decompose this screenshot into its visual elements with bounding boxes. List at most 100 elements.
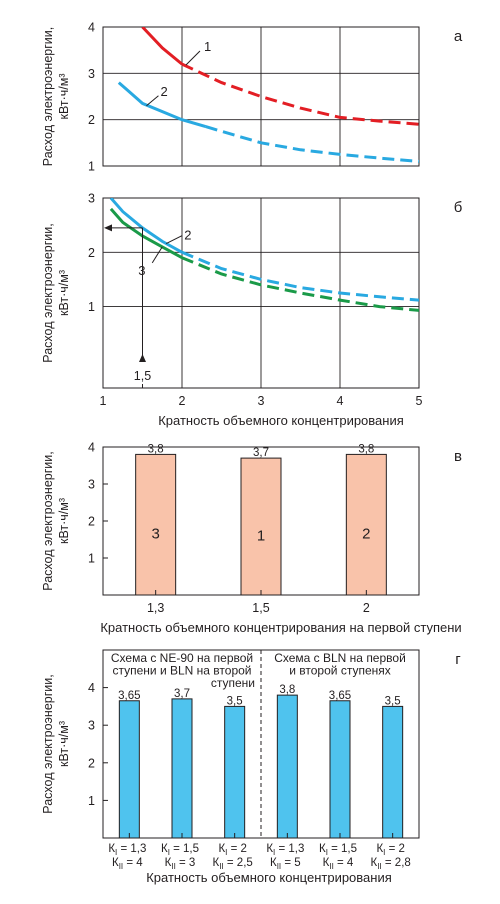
k-symbol: К bbox=[323, 857, 330, 869]
k-subscript: II bbox=[329, 862, 333, 871]
group-title-line: и второй ступенях bbox=[289, 664, 391, 678]
y-tick-label: 3 bbox=[88, 478, 95, 492]
panel-a: а Расход электроэнергии, кВт·ч/м³ 1 2 3 4 1 2 bbox=[41, 21, 463, 174]
k-subscript: I bbox=[273, 848, 275, 857]
group-title-line: Схема с BLN на первой bbox=[274, 651, 406, 665]
k-subscript: I bbox=[326, 848, 328, 857]
y-tick-label: 3 bbox=[88, 192, 95, 206]
x-tick-label: 2 bbox=[179, 394, 186, 408]
bar bbox=[118, 700, 140, 839]
series-leader-2 bbox=[146, 95, 159, 107]
k-subscript: I bbox=[225, 848, 227, 857]
x-tick-label-k2: КII = 5 bbox=[270, 857, 301, 871]
series-leader-3 bbox=[151, 246, 163, 264]
y-axis-unit: кВт·ч/м³ bbox=[57, 498, 71, 544]
group-title-line: ступени и BLN на второй bbox=[112, 664, 251, 678]
k-symbol: К bbox=[319, 843, 326, 855]
k-subscript: I bbox=[168, 848, 170, 857]
bar-value-label: 3,8 bbox=[148, 443, 164, 455]
x-tick-label: 3 bbox=[258, 394, 265, 408]
k-subscript: I bbox=[383, 848, 385, 857]
k-subscript: I bbox=[115, 848, 117, 857]
k-symbol: К bbox=[165, 857, 172, 869]
k-value: = 2,5 bbox=[224, 857, 253, 869]
bar-value-label: 3,8 bbox=[358, 443, 374, 455]
k-value: = 1,5 bbox=[328, 843, 357, 855]
k-value: = 5 bbox=[281, 857, 301, 869]
k-symbol: К bbox=[218, 843, 225, 855]
x-axis-label: Кратность объемного концентрирования bbox=[158, 413, 404, 428]
bar-value-label: 3,5 bbox=[385, 695, 401, 707]
panel-letter: г bbox=[455, 651, 461, 668]
bar bbox=[171, 698, 193, 839]
series-dash-3 bbox=[181, 256, 419, 312]
x-tick-label-extra: 1,5 bbox=[134, 369, 151, 383]
x-tick-label-k1: КI = 1,3 bbox=[266, 843, 304, 857]
panel-g: г Расход электроэнергии, кВт·ч/м³ 1 2 3 4 Схема… bbox=[41, 649, 461, 885]
k-subscript: II bbox=[219, 862, 223, 871]
bar bbox=[240, 457, 282, 596]
y-axis-label: Расход электроэнергии, bbox=[41, 451, 55, 590]
k-value: = 2 bbox=[227, 843, 247, 855]
y-tick-label: 4 bbox=[88, 441, 95, 455]
bar bbox=[345, 453, 387, 596]
series-label-3: 3 bbox=[138, 263, 145, 278]
k-value: = 4 bbox=[123, 857, 143, 869]
panel-letter: а bbox=[454, 28, 463, 45]
k-value: = 1,3 bbox=[275, 843, 304, 855]
x-tick-label-k1: КI = 1,5 bbox=[161, 843, 199, 857]
x-tick-label: 1 bbox=[100, 394, 107, 408]
x-tick-label-k1: КI = 1,5 bbox=[319, 843, 357, 857]
annotation-arrow-up bbox=[139, 354, 146, 362]
bar-value-label: 3,5 bbox=[227, 695, 243, 707]
x-tick-label: 5 bbox=[416, 394, 423, 408]
series-leader-1 bbox=[185, 50, 201, 66]
group-title-line: Схема с NE-90 на первой bbox=[111, 651, 253, 665]
series-label-2: 2 bbox=[184, 228, 191, 243]
y-tick-label: 2 bbox=[88, 113, 95, 127]
y-axis-label: Расход электроэнергии, bbox=[41, 223, 55, 362]
k-value: = 2 bbox=[385, 843, 405, 855]
series-line-2 bbox=[117, 81, 207, 129]
series-dash-2 bbox=[205, 125, 419, 163]
k-subscript: II bbox=[119, 862, 123, 871]
y-tick-label: 3 bbox=[88, 719, 95, 733]
panel-v: в Расход электроэнергии, кВт·ч/м³ 1 2 3 4 3,8 3 1… bbox=[41, 441, 462, 636]
series-leader-2 bbox=[165, 235, 183, 245]
x-tick-label: 4 bbox=[337, 394, 344, 408]
y-tick-label: 4 bbox=[88, 21, 95, 35]
x-tick-label-k2: КII = 2,8 bbox=[371, 857, 411, 871]
x-axis-label: Кратность объемного концентрирования bbox=[146, 870, 392, 885]
bar-number: 1 bbox=[257, 528, 265, 545]
annotation-arrow-left bbox=[104, 224, 112, 232]
k-symbol: К bbox=[371, 857, 378, 869]
x-tick-label-k2: КII = 4 bbox=[112, 857, 143, 871]
bar-value-label: 3,7 bbox=[174, 688, 190, 700]
series-dash-1 bbox=[181, 62, 419, 126]
k-value: = 4 bbox=[334, 857, 354, 869]
x-axis-label: Кратность объемного концентрирования на … bbox=[100, 620, 461, 635]
y-axis-label: Расход электроэнергии, bbox=[41, 674, 55, 813]
x-tick-label-k1: КI = 2 bbox=[218, 843, 246, 857]
k-value: = 2,8 bbox=[382, 857, 411, 869]
k-symbol: К bbox=[376, 843, 383, 855]
y-tick-label: 1 bbox=[88, 552, 95, 566]
bar-number: 2 bbox=[362, 526, 370, 543]
k-symbol: К bbox=[108, 843, 115, 855]
bar-value-label: 3,65 bbox=[329, 690, 351, 702]
y-tick-label: 1 bbox=[88, 794, 95, 808]
k-symbol: К bbox=[270, 857, 277, 869]
panel-letter: в bbox=[454, 448, 462, 465]
bar-value-label: 3,7 bbox=[253, 447, 269, 459]
series-label-2: 2 bbox=[160, 84, 167, 99]
panel-b: б Расход электроэнергии, кВт·ч/м³ 1 2 3 1 2 3 4 5 1… bbox=[41, 192, 462, 429]
group-title-line: ступени bbox=[211, 676, 255, 690]
y-axis-unit: кВт·ч/м³ bbox=[57, 73, 71, 119]
bar-number: 3 bbox=[151, 526, 159, 543]
bar-value-label: 3,8 bbox=[279, 684, 295, 696]
k-value: = 1,5 bbox=[170, 843, 199, 855]
bar bbox=[135, 453, 177, 596]
bar bbox=[276, 694, 298, 839]
k-value: = 1,3 bbox=[117, 843, 146, 855]
